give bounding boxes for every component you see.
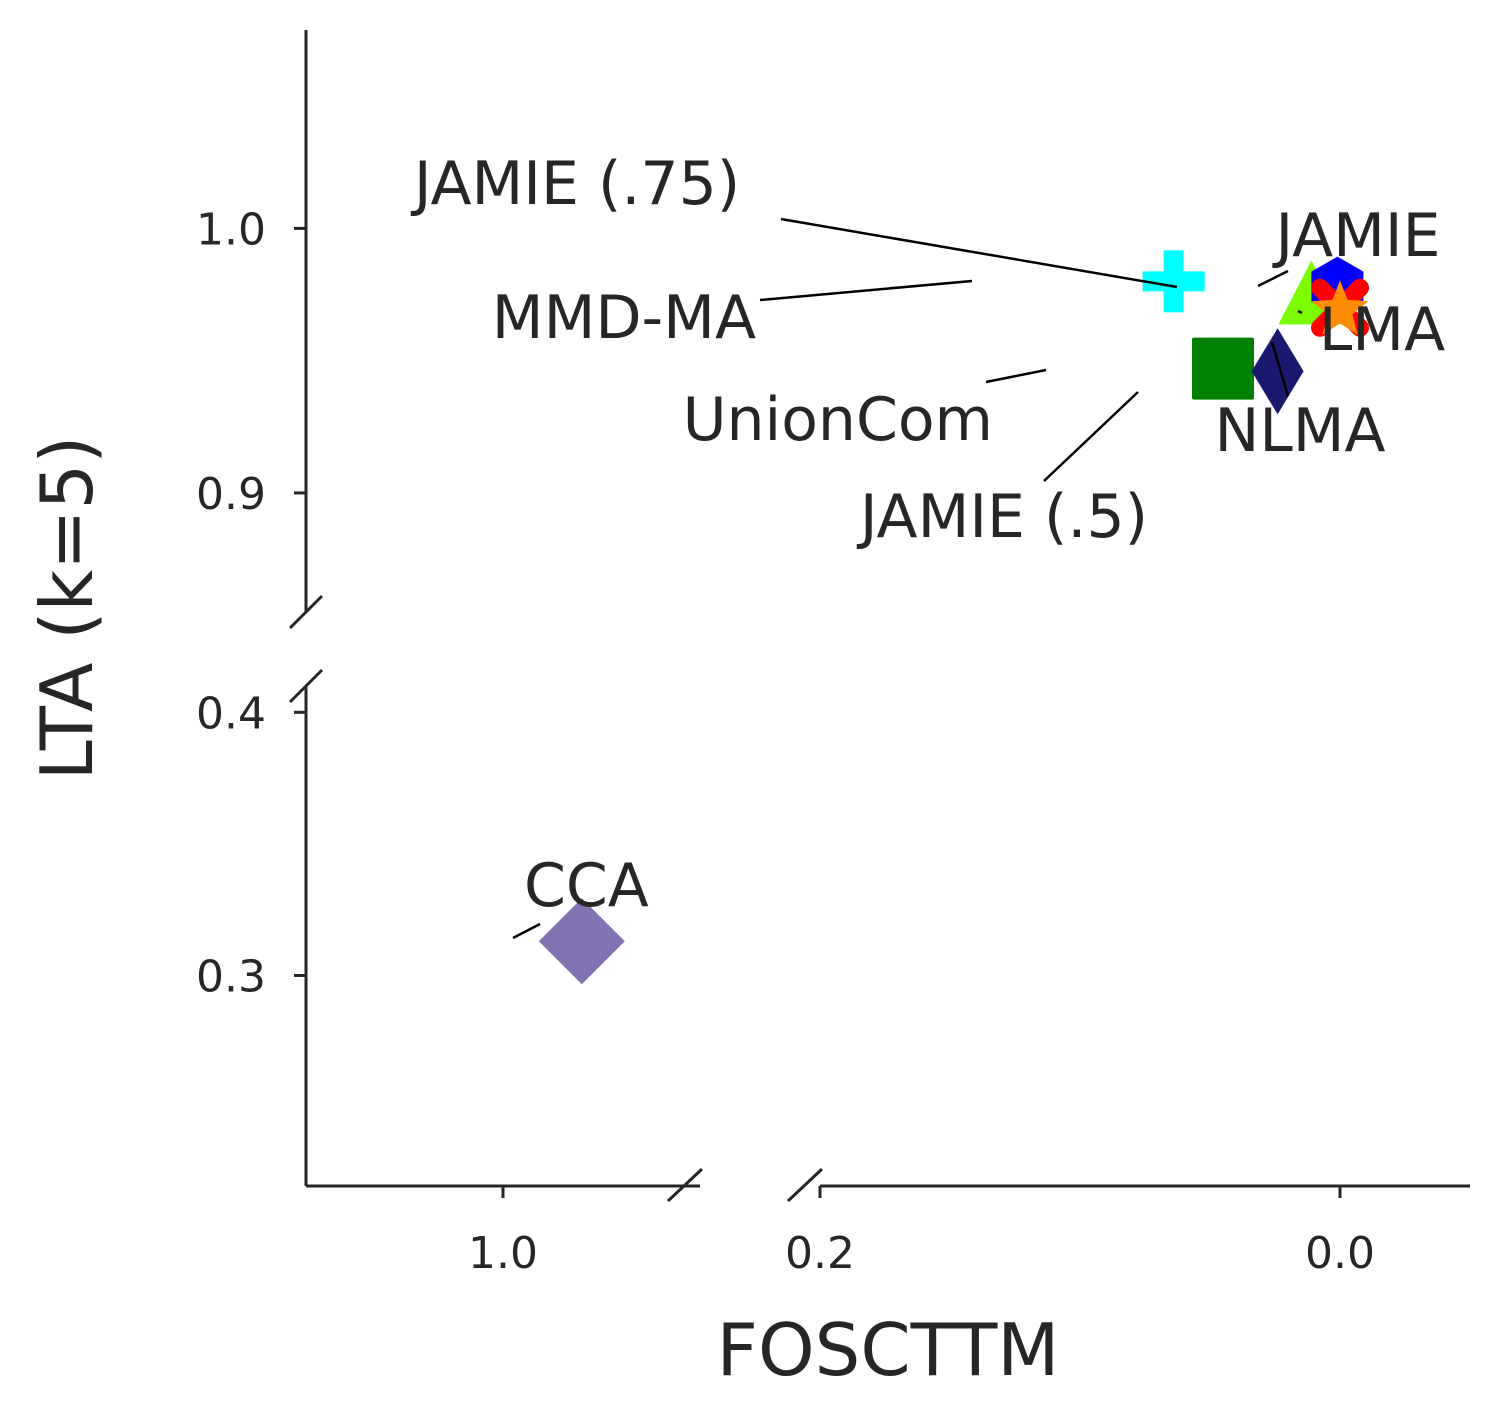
point-marker-unioncom <box>1192 337 1254 400</box>
point-marker-lma <box>1311 280 1369 335</box>
y-tick-label: 0.4 <box>196 688 266 739</box>
point-labels: CCA MMD-MA UnionCom JAMIE (.5) JAMIE (.75) JA… <box>410 149 1445 940</box>
leader-line-jamie-5 <box>1043 391 1139 482</box>
x-axis-break-mark <box>786 1167 824 1203</box>
leader-line-mmd-ma <box>759 279 973 302</box>
x-axis-title: FOSCTTM <box>717 1308 1060 1392</box>
leader-line-nlma <box>1270 341 1290 397</box>
point-label-nlma: NLMA <box>1214 396 1385 466</box>
x-axis-break-mark <box>666 1167 704 1203</box>
y-axis-break-mark <box>288 594 324 630</box>
x-tick-label: 1.0 <box>468 1228 538 1279</box>
point-label-cca: CCA <box>524 851 649 921</box>
point-label-jamie: JAMIE <box>1271 201 1440 271</box>
point-marker-cca <box>538 898 625 985</box>
point-label-jamie-5: JAMIE (.5) <box>856 482 1148 552</box>
chart-marks <box>538 250 1369 985</box>
y-axis-break-mark <box>288 668 324 704</box>
x-tick-label: 0.2 <box>785 1228 855 1279</box>
point-marker-mmd-ma <box>1142 250 1205 313</box>
point-marker-jamie-5 <box>1251 328 1304 415</box>
y-tick-label: 0.3 <box>196 951 266 1002</box>
leader-line-unioncom <box>985 368 1047 384</box>
point-label-unioncom: UnionCom <box>683 385 993 455</box>
axes: 1.0 0.2 0.0 0.3 0.4 0.9 1.0 <box>196 30 1470 1279</box>
y-tick-label: 1.0 <box>196 204 266 255</box>
leader-line-jamie <box>1257 269 1289 288</box>
point-label-jamie-75: JAMIE (.75) <box>410 149 740 219</box>
y-axis-title: LTA (k=5) <box>25 436 109 781</box>
point-label-mmd-ma: MMD-MA <box>492 283 756 353</box>
point-label-lma: LMA <box>1319 295 1445 365</box>
leader-line-lma <box>1297 309 1303 315</box>
y-tick-label: 0.9 <box>196 469 266 520</box>
point-marker-mmd-ma-v <box>1163 250 1184 313</box>
x-tick-label: 0.0 <box>1305 1228 1375 1279</box>
leader-line-cca <box>512 922 541 940</box>
leader-line-jamie-75 <box>780 217 1178 289</box>
